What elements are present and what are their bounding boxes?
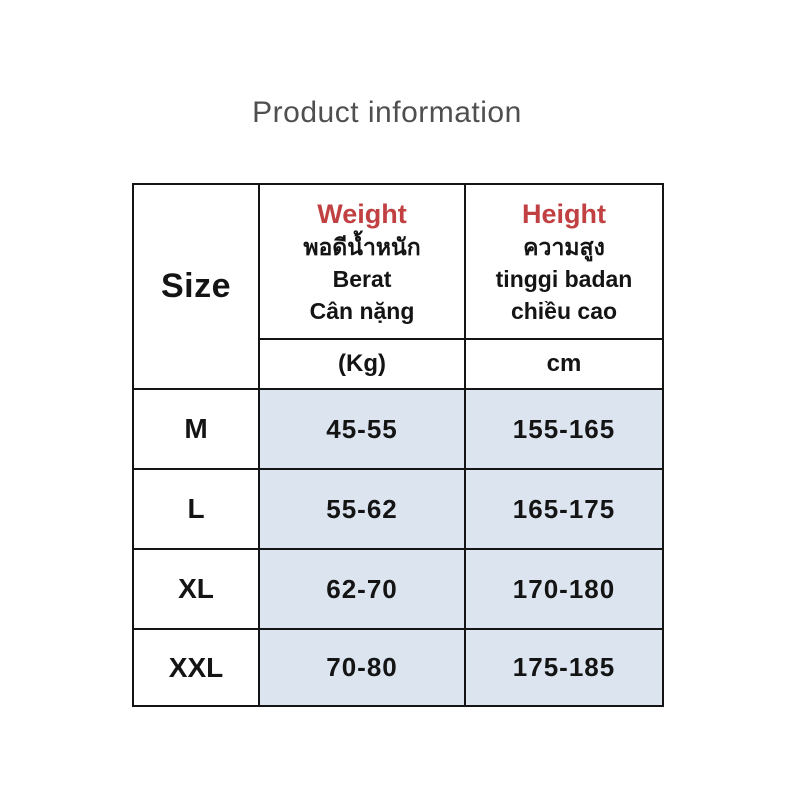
size-cell: L — [132, 468, 260, 550]
weight-label-vietnamese: Cân nặng — [309, 297, 415, 324]
weight-unit: (Kg) — [258, 338, 466, 390]
table-row: M 45-55 155-165 — [132, 388, 664, 470]
page-title: Product information — [252, 96, 522, 129]
weight-value-cell: 55-62 — [258, 468, 466, 550]
height-label-indonesian: tinggi badan — [495, 265, 633, 292]
size-chart-table: Size Weight พอดีน้ำหนัก Berat Cân nặng H… — [132, 183, 664, 707]
height-title: Height — [522, 198, 606, 229]
weight-column-header: Weight พอดีน้ำหนัก Berat Cân nặng — [258, 183, 466, 340]
weight-title: Weight — [317, 198, 407, 229]
table-row: XL 62-70 170-180 — [132, 548, 664, 630]
height-label-thai: ความสูง — [523, 233, 605, 260]
weight-value-cell: 45-55 — [258, 388, 466, 470]
height-value-cell: 175-185 — [464, 628, 664, 707]
weight-label-thai: พอดีน้ำหนัก — [303, 233, 421, 260]
height-value-cell: 155-165 — [464, 388, 664, 470]
size-cell: XXL — [132, 628, 260, 707]
units-row: (Kg) cm — [133, 338, 664, 390]
size-cell: XL — [132, 548, 260, 630]
height-column-header: Height ความสูง tinggi badan chiều cao — [464, 183, 664, 340]
weight-value-cell: 70-80 — [258, 628, 466, 707]
height-value-cell: 170-180 — [464, 548, 664, 630]
weight-label-indonesian: Berat — [332, 265, 392, 292]
header-row: Size Weight พอดีน้ำหนัก Berat Cân nặng H… — [132, 183, 664, 390]
weight-value-cell: 62-70 — [258, 548, 466, 630]
table-row: XXL 70-80 175-185 — [132, 628, 664, 707]
size-column-header: Size — [132, 183, 260, 390]
table-row: L 55-62 165-175 — [132, 468, 664, 550]
height-label-vietnamese: chiều cao — [510, 297, 618, 324]
size-cell: M — [132, 388, 260, 470]
height-value-cell: 165-175 — [464, 468, 664, 550]
height-unit: cm — [464, 338, 664, 390]
